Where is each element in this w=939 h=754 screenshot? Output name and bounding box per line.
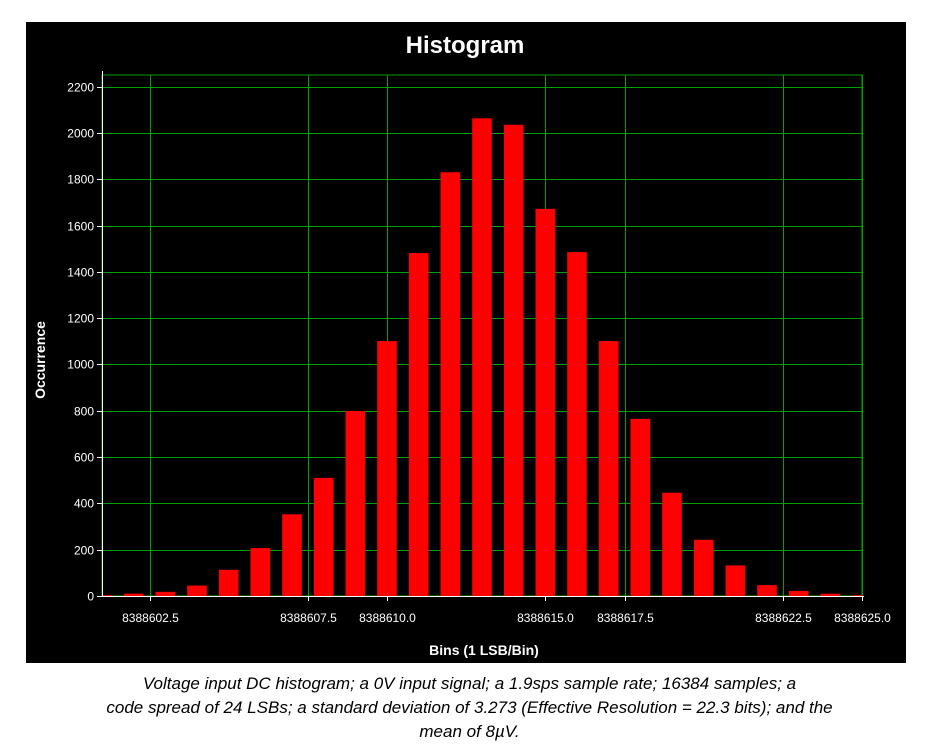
x-tick-label: 8388625.0 [834, 611, 891, 625]
x-axis-label: Bins (1 LSB/Bin) [429, 642, 539, 658]
x-tick-label: 8388602.5 [122, 611, 179, 625]
y-tick-label: 800 [74, 405, 94, 419]
y-tick-label: 1200 [67, 312, 94, 326]
x-tick-label: 8388607.5 [280, 611, 337, 625]
axes-layer: 0 200 400 600 800 1000 1200 1400 1600 1800 2000 220… [67, 71, 891, 625]
caption-line-3: mean of 8µV. [419, 722, 520, 741]
y-tick-label: 0 [87, 590, 94, 604]
y-tick-label: 2000 [67, 127, 94, 141]
histogram-bar [693, 539, 714, 596]
histogram-bar [408, 253, 429, 596]
histogram-bar [725, 565, 746, 596]
y-tick-label: 600 [74, 451, 94, 465]
x-tick-label: 8388615.0 [517, 611, 574, 625]
histogram-bar [820, 593, 841, 596]
y-tick-label: 1400 [67, 266, 94, 280]
histogram-bar [123, 593, 144, 596]
histogram-chart: 0 200 400 600 800 1000 1200 1400 1600 1800 2000 220… [32, 32, 891, 658]
y-tick-label: 400 [74, 497, 94, 511]
x-tick-label: 8388610.0 [359, 611, 416, 625]
histogram-bar [598, 341, 619, 596]
y-tick-label: 1600 [67, 220, 94, 234]
histogram-bar [218, 569, 239, 596]
x-tick-label: 8388622.5 [755, 611, 812, 625]
histogram-bar [662, 492, 682, 596]
histogram-bar [757, 585, 777, 596]
histogram-bar [535, 208, 556, 596]
histogram-bar [440, 172, 461, 596]
figure-caption: Voltage input DC histogram; a 0V input s… [0, 672, 939, 744]
y-tick-label: 1000 [67, 358, 94, 372]
histogram-bar [377, 341, 397, 596]
histogram-bar [345, 410, 366, 596]
histogram-bar [472, 118, 492, 596]
y-tick-label: 1800 [67, 173, 94, 187]
chart-title: Histogram [406, 32, 525, 59]
bars-layer [102, 118, 862, 597]
y-tick-label: 200 [74, 544, 94, 558]
histogram-bar [313, 477, 334, 596]
histogram-bar [102, 595, 112, 597]
histogram-bar [503, 124, 524, 596]
caption-line-2: code spread of 24 LSBs; a standard devia… [106, 698, 833, 717]
histogram-bar [282, 514, 302, 596]
x-tick-label: 8388617.5 [597, 611, 654, 625]
histogram-bar [852, 595, 862, 597]
y-tick-label: 2200 [67, 81, 94, 95]
y-axis-label: Occurrence [32, 321, 48, 399]
grid-layer [101, 74, 863, 597]
histogram-bar [630, 418, 651, 596]
histogram-bar [788, 590, 809, 596]
histogram-bar [155, 591, 176, 596]
histogram-bar [567, 252, 587, 596]
histogram-bar [187, 585, 207, 596]
histogram-chart-panel: 0 200 400 600 800 1000 1200 1400 1600 1800 2000 220… [26, 22, 906, 663]
caption-line-1: Voltage input DC histogram; a 0V input s… [142, 674, 797, 693]
histogram-bar [250, 548, 271, 596]
